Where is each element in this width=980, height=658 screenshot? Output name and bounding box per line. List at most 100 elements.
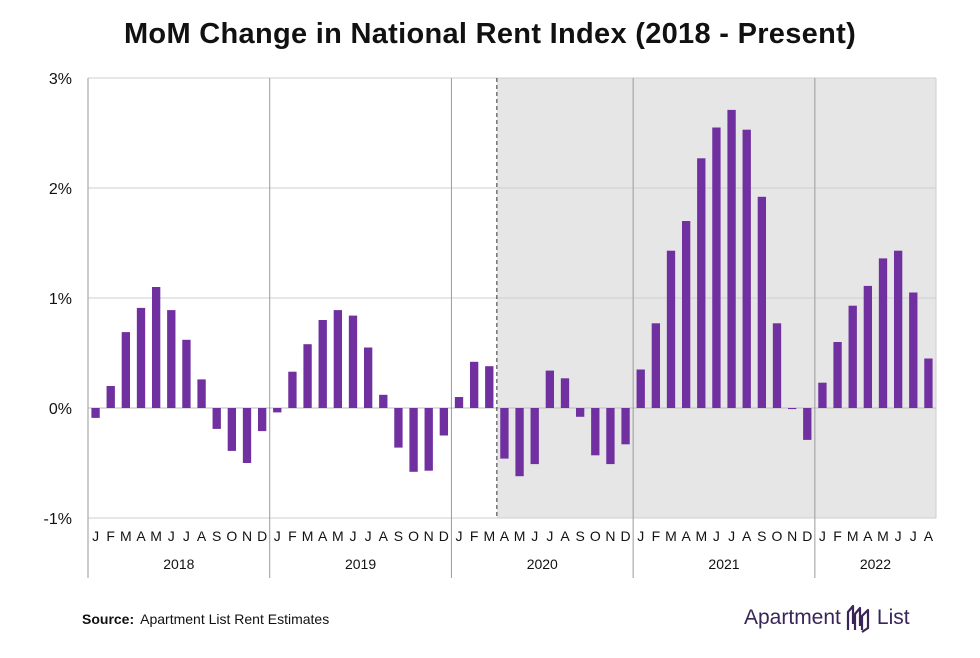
y-tick-label: -1% <box>44 511 72 528</box>
month-label: M <box>695 528 707 544</box>
bar <box>197 379 206 408</box>
bar <box>333 310 343 408</box>
bar <box>303 344 312 408</box>
bar <box>530 408 539 465</box>
bar <box>575 408 585 417</box>
brand-name-left: Apartment <box>744 606 841 629</box>
bar <box>363 347 373 408</box>
month-label: O <box>226 528 237 544</box>
bar <box>818 382 827 408</box>
month-label: J <box>92 528 99 544</box>
brand-name-right: List <box>876 606 910 629</box>
month-label: J <box>713 528 720 544</box>
month-label: F <box>833 528 842 544</box>
bar <box>651 323 661 408</box>
bar <box>242 408 252 463</box>
bar <box>757 196 767 408</box>
brand-logo: Apartment List <box>744 598 910 638</box>
month-label: A <box>924 528 934 544</box>
bar <box>515 408 524 477</box>
bar <box>91 408 100 418</box>
bar <box>560 378 570 408</box>
bar <box>909 292 918 408</box>
month-label: N <box>605 528 615 544</box>
bar <box>924 358 933 408</box>
bar <box>727 109 736 409</box>
month-label: N <box>242 528 252 544</box>
month-label: J <box>168 528 175 544</box>
month-label: M <box>877 528 889 544</box>
source-text: Apartment List Rent Estimates <box>140 611 330 627</box>
month-label: J <box>183 528 190 544</box>
bar <box>379 394 388 408</box>
y-tick-label: 1% <box>49 291 72 308</box>
bar <box>545 370 555 408</box>
bar <box>772 323 782 408</box>
bar <box>257 408 267 432</box>
bar <box>227 408 237 451</box>
source-note: Source: Apartment List Rent Estimates <box>82 611 329 627</box>
bar <box>863 285 873 408</box>
bar <box>666 250 676 408</box>
chart-title: MoM Change in National Rent Index (2018 … <box>123 18 857 50</box>
bar <box>318 320 327 408</box>
month-label: M <box>332 528 344 544</box>
month-label: F <box>652 528 661 544</box>
month-label: J <box>350 528 357 544</box>
bar <box>712 127 721 408</box>
month-label: M <box>847 528 859 544</box>
bar <box>151 287 161 408</box>
bar <box>606 408 615 465</box>
bar <box>182 339 191 408</box>
month-label: O <box>590 528 601 544</box>
bar <box>273 408 282 413</box>
month-label: A <box>379 528 389 544</box>
month-label: J <box>637 528 644 544</box>
bar <box>136 307 146 408</box>
month-label: A <box>863 528 873 544</box>
month-label: M <box>120 528 132 544</box>
bar <box>469 361 479 408</box>
month-label: M <box>483 528 495 544</box>
month-label: A <box>560 528 570 544</box>
bar <box>591 408 600 456</box>
month-label: F <box>106 528 115 544</box>
year-label: 2020 <box>527 556 558 572</box>
month-label: J <box>728 528 735 544</box>
month-label: D <box>621 528 631 544</box>
month-label: J <box>910 528 917 544</box>
year-label: 2021 <box>708 556 739 572</box>
bar <box>212 408 221 429</box>
month-label: D <box>257 528 267 544</box>
bar <box>878 258 888 408</box>
bar <box>500 408 509 459</box>
month-label: A <box>500 528 510 544</box>
month-label: O <box>772 528 783 544</box>
y-tick-label: 0% <box>49 401 72 418</box>
month-label: O <box>408 528 419 544</box>
month-label: D <box>802 528 812 544</box>
month-label: M <box>514 528 526 544</box>
year-label: 2022 <box>860 556 891 572</box>
month-label: M <box>665 528 677 544</box>
y-tick-label: 3% <box>49 71 72 88</box>
month-label: A <box>681 528 691 544</box>
month-label: D <box>439 528 449 544</box>
month-label: S <box>757 528 766 544</box>
month-label: J <box>531 528 538 544</box>
bar <box>167 310 176 408</box>
bar <box>439 408 449 436</box>
bar <box>409 408 418 472</box>
bar <box>787 408 797 410</box>
month-label: A <box>136 528 146 544</box>
bar <box>348 315 358 408</box>
month-label: S <box>575 528 584 544</box>
month-label: F <box>470 528 479 544</box>
month-label: A <box>197 528 207 544</box>
month-label: J <box>546 528 553 544</box>
bar <box>424 408 433 471</box>
bar <box>681 221 691 408</box>
bar <box>893 250 903 408</box>
bar <box>288 371 297 408</box>
